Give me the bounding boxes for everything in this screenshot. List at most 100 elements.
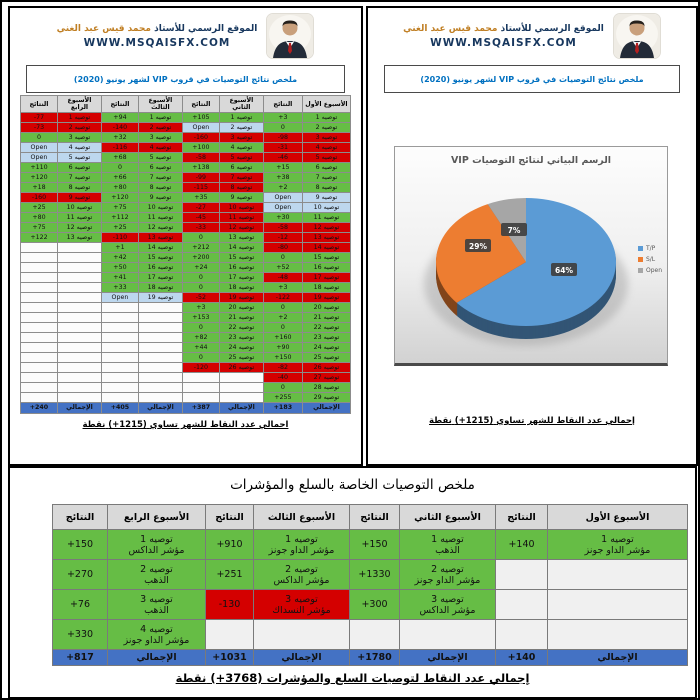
recommendation-cell: توصيه 15: [137, 252, 183, 263]
table-row: توصيه 19 -122 توصيه 19 -52 توصيه 19 Open: [20, 292, 352, 303]
recommendation-cell: توصيه 14: [137, 242, 183, 253]
recommendation-cell: توصيه 1 الذهب: [399, 529, 496, 560]
result-cell: +120: [101, 192, 139, 203]
result-cell: -115: [181, 182, 220, 193]
result-cell: +910: [205, 529, 254, 560]
result-cell: -12: [262, 232, 303, 243]
recommendation-cell: توصيه 13: [301, 232, 352, 243]
week-header: الأسبوع الثاني: [218, 95, 264, 113]
pie-label-value: 7%: [508, 226, 521, 235]
result-cell: +41: [101, 272, 139, 283]
recommendation-cell: [56, 262, 103, 273]
result-cell: +3: [262, 112, 303, 123]
result-cell: [101, 322, 139, 333]
recommendation-cell: توصيه 9: [301, 192, 352, 203]
recommendation-cell: توصيه 20: [301, 302, 352, 313]
recommendation-cell: توصيه 2 مؤشر الداكس: [253, 559, 350, 590]
recommendation-cell: [56, 312, 103, 323]
recommendation-cell: توصيه 2 مؤشر الداو جونز: [399, 559, 496, 590]
result-cell: 0: [262, 302, 303, 313]
recommendation-cell: [56, 332, 103, 343]
asset-name: مؤشر الداو جونز: [268, 544, 335, 556]
recommendation-cell: توصيه 25: [301, 352, 352, 363]
result-cell: -160: [20, 192, 58, 203]
asset-name: الذهب: [144, 574, 169, 586]
recommendation-cell: [56, 392, 103, 403]
recommendation-cell: [137, 362, 183, 373]
recommendation-cell: [137, 322, 183, 333]
total-label: الإجمالي: [399, 649, 496, 666]
result-cell: +100: [181, 142, 220, 153]
pie-label-box: [551, 263, 577, 276]
result-cell: -160: [181, 132, 220, 143]
result-cell: +270: [52, 559, 108, 590]
recommendation-cell: [56, 322, 103, 333]
table-row: توصيه 21 +2 توصيه 21 +153: [20, 312, 352, 323]
monthly-total-caption: إجمالي عدد النقاط للشهر تساوي (+1215) نق…: [368, 416, 696, 426]
recommendation-cell: توصيه 1: [56, 112, 103, 123]
result-cell: +33: [101, 282, 139, 293]
result-cell: +150: [262, 352, 303, 363]
table-row: توصيه 26 -82 توصيه 26 -120: [20, 362, 352, 373]
legend-label: Open: [645, 267, 662, 274]
result-cell: +2: [262, 182, 303, 193]
result-cell: [101, 302, 139, 313]
brand-name: محمد قيس عبد الغني: [56, 23, 151, 34]
recommendation-cell: توصيه 13: [218, 232, 264, 243]
legend-item: Open: [637, 265, 662, 276]
recommendation-cell: [218, 382, 264, 393]
recommendation-cell: [253, 619, 350, 650]
result-cell: [181, 372, 220, 383]
result-cell: +150: [349, 529, 400, 560]
result-cell: [101, 342, 139, 353]
asset-name: مؤشر الداكس: [273, 574, 330, 586]
result-cell: -27: [181, 202, 220, 213]
result-cell: +24: [181, 262, 220, 273]
result-cell: [101, 382, 139, 393]
recommendation-cell: توصيه 8: [137, 182, 183, 193]
commodities-table: الأسبوع الأول النتائج الأسبوع الثاني النتائ…: [52, 504, 688, 666]
asset-name: مؤشر الداكس: [419, 604, 476, 616]
result-cell: +66: [101, 172, 139, 183]
result-cell: 0: [101, 162, 139, 173]
recommendation-cell: [137, 372, 183, 383]
result-cell: Open: [20, 152, 58, 163]
result-cell: +3: [181, 302, 220, 313]
recommendation-label: توصيه 1: [431, 533, 464, 545]
report-title-box: ملخص نتائج التوصيات في قروب VIP لشهر يون…: [384, 65, 680, 93]
table-row: توصيه 16 +52 توصيه 16 +24 توصيه 16 +50: [20, 262, 352, 273]
recommendation-cell: [56, 252, 103, 263]
recommendation-cell: توصيه 20: [218, 302, 264, 313]
recommendation-cell: توصيه 4: [137, 142, 183, 153]
recommendation-cell: توصيه 1 مؤشر الداكس: [107, 529, 206, 560]
result-cell: 0: [181, 282, 220, 293]
recommendation-label: توصيه 4: [140, 623, 173, 635]
recommendation-cell: توصيه 10: [137, 202, 183, 213]
avatar: [612, 13, 661, 59]
result-cell: [181, 382, 220, 393]
recommendation-cell: [137, 382, 183, 393]
result-cell: +25: [20, 202, 58, 213]
results-header: النتائج: [101, 95, 139, 113]
recommendation-cell: توصيه 8: [218, 182, 264, 193]
monthly-total-caption: اجمالي عدد النقاط للشهر تساوي (+1215) نق…: [10, 420, 361, 430]
result-cell: +120: [20, 172, 58, 183]
pie-chart-panel: الرسم البياني لنتائج التوصيات VIP 64% 29%…: [394, 146, 668, 366]
result-cell: +75: [20, 222, 58, 233]
result-cell: [20, 272, 58, 283]
result-cell: Open: [101, 292, 139, 303]
recommendation-cell: توصيه 6: [218, 162, 264, 173]
recommendation-cell: توصيه 28: [301, 382, 352, 393]
result-cell: [181, 392, 220, 403]
table-row: توصيه 13 -12 توصيه 13 0 توصيه 13 -110 توصيه 13…: [20, 232, 352, 243]
result-cell: +94: [101, 112, 139, 123]
result-cell: -45: [181, 212, 220, 223]
brand-text: الموقع الرسمي للأستاذ محمد قيس عبد الغني…: [57, 24, 258, 49]
recommendation-cell: توصيه 1: [301, 112, 352, 123]
table-row: توصيه 14 -80 توصيه 14 +212 توصيه 14 +1: [20, 242, 352, 253]
result-cell: +300: [349, 589, 400, 620]
recommendation-cell: [56, 362, 103, 373]
recommendation-cell: توصيه 11: [137, 212, 183, 223]
result-cell: +330: [52, 619, 108, 650]
recommendation-cell: توصيه 3 مؤشر الداكس: [399, 589, 496, 620]
